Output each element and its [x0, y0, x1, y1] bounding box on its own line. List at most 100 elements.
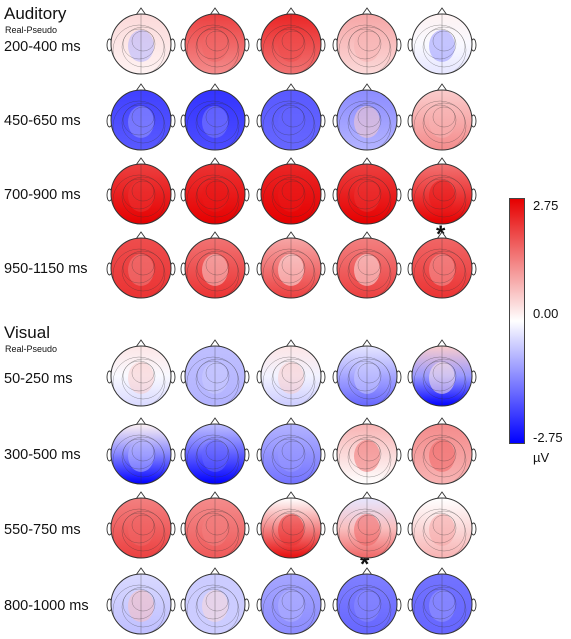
- contour-line: [347, 436, 391, 478]
- contour-line: [205, 106, 229, 128]
- contour-line: [281, 254, 305, 276]
- nose-shape: [436, 491, 448, 500]
- contour-line: [271, 358, 315, 400]
- contour-line: [196, 178, 230, 210]
- topomap-head: [106, 567, 176, 635]
- topomap-head: [256, 7, 326, 75]
- nose-shape: [436, 567, 448, 576]
- head-outline: [110, 345, 172, 407]
- contour-line: [122, 178, 156, 210]
- contour-line: [432, 362, 456, 384]
- head-outline: [110, 423, 172, 485]
- contour-line: [413, 584, 467, 634]
- contour-line: [357, 514, 381, 536]
- nose-shape: [361, 417, 373, 426]
- contour-line: [423, 512, 457, 544]
- nose-shape: [436, 157, 448, 166]
- topomap-head: [332, 491, 402, 559]
- head-outline: [336, 345, 398, 407]
- contour-line: [347, 250, 391, 292]
- contour-line: [195, 510, 239, 552]
- head-outline: [336, 89, 398, 151]
- contour-line: [205, 254, 229, 276]
- topomap-head: [106, 7, 176, 75]
- contour-line: [347, 358, 391, 400]
- nose-shape: [135, 83, 147, 92]
- contour-line: [271, 586, 315, 628]
- topomap-head: [180, 417, 250, 485]
- contour-line: [262, 356, 316, 406]
- topomap-head: [256, 157, 326, 225]
- topomap-head: [407, 231, 477, 299]
- contour-line: [122, 588, 156, 620]
- contour-line: [262, 100, 316, 150]
- contour-line: [272, 360, 306, 392]
- contour-line: [122, 512, 156, 544]
- nose-shape: [135, 7, 147, 16]
- topomap-head: [106, 491, 176, 559]
- contour-line: [196, 438, 230, 470]
- nose-shape: [135, 417, 147, 426]
- topomap-head: [407, 417, 477, 485]
- contour-line: [112, 508, 166, 558]
- contour-line: [422, 176, 466, 218]
- head-outline: [411, 497, 473, 559]
- topomap-head: [407, 491, 477, 559]
- contour-line: [423, 104, 457, 136]
- row-label-visual-4: 800-1000 ms: [4, 598, 89, 614]
- nose-shape: [135, 567, 147, 576]
- contour-line: [196, 512, 230, 544]
- contour-line: [423, 360, 457, 392]
- head-outline: [184, 237, 246, 299]
- contour-line: [338, 174, 392, 224]
- head-outline: [110, 163, 172, 225]
- contour-line: [338, 248, 392, 298]
- contour-line: [432, 30, 456, 52]
- contour-line: [271, 436, 315, 478]
- contour-line: [281, 180, 305, 202]
- contour-line: [338, 356, 392, 406]
- row-label-auditory-4: 950-1150 ms: [4, 261, 88, 277]
- nose-shape: [361, 491, 373, 500]
- topomap-head: [256, 339, 326, 407]
- head-outline: [184, 163, 246, 225]
- contour-line: [281, 514, 305, 536]
- topomap-head: [106, 231, 176, 299]
- contour-line: [195, 358, 239, 400]
- nose-shape: [209, 157, 221, 166]
- contour-line: [121, 250, 165, 292]
- row-label-visual-3: 550-750 ms: [4, 522, 81, 538]
- nose-shape: [361, 157, 373, 166]
- contour-line: [186, 584, 240, 634]
- contour-line: [205, 362, 229, 384]
- topomap-head: [256, 491, 326, 559]
- row-label-auditory-3: 700-900 ms: [4, 187, 81, 203]
- contour-line: [121, 436, 165, 478]
- contour-line: [112, 584, 166, 634]
- topomap-head: [332, 339, 402, 407]
- row-label-auditory-2: 450-650 ms: [4, 113, 81, 129]
- nose-shape: [361, 567, 373, 576]
- contour-line: [205, 180, 229, 202]
- contour-line: [112, 100, 166, 150]
- contour-line: [348, 512, 382, 544]
- contour-line: [196, 28, 230, 60]
- contour-line: [338, 434, 392, 484]
- contour-line: [281, 106, 305, 128]
- contour-line: [122, 438, 156, 470]
- row-label-auditory-1: 200-400 ms: [4, 39, 81, 55]
- topomap-head: [106, 417, 176, 485]
- contour-line: [122, 360, 156, 392]
- topomap-head: [407, 567, 477, 635]
- contour-line: [432, 514, 456, 536]
- head-outline: [411, 163, 473, 225]
- head-outline: [184, 423, 246, 485]
- contour-line: [271, 250, 315, 292]
- topomap-head: [106, 83, 176, 151]
- contour-line: [347, 510, 391, 552]
- contour-line: [422, 250, 466, 292]
- head-outline: [411, 237, 473, 299]
- contour-line: [432, 590, 456, 612]
- contour-line: [422, 26, 466, 68]
